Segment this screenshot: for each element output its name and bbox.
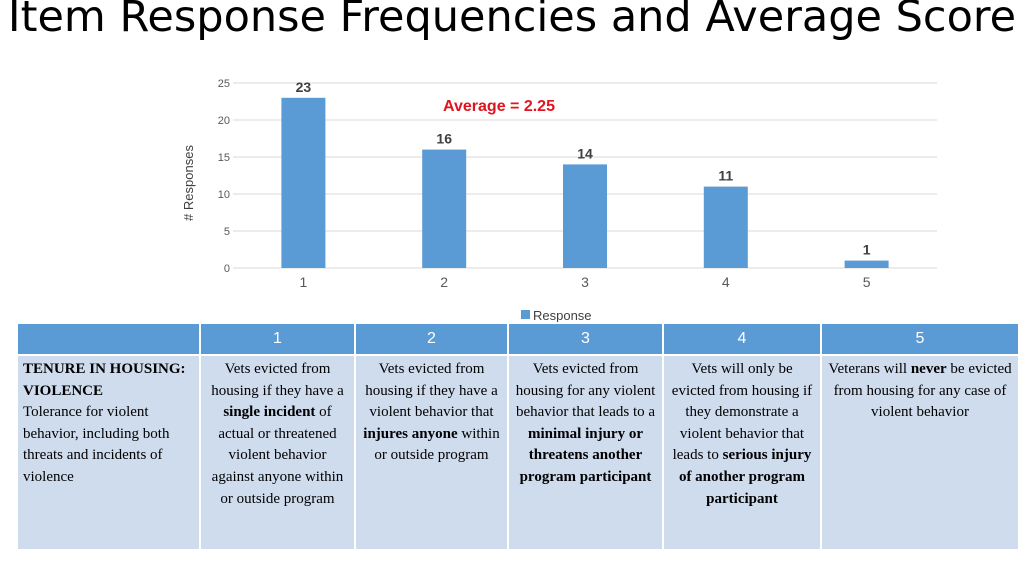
x-axis-ticks: 1 2 3 4 5 [300, 274, 871, 290]
header-cell: 2 [354, 322, 509, 356]
bar [563, 164, 607, 268]
level-description-cell: Vets evicted from housing if they have a… [199, 354, 356, 551]
data-label: 16 [436, 131, 452, 147]
y-tick-label: 5 [224, 226, 230, 238]
y-tick-label: 15 [218, 152, 230, 164]
emphasis-text: TENURE IN HOUSING: VIOLENCE [23, 361, 186, 399]
chart-legend: Response [521, 308, 592, 323]
data-label: 14 [577, 145, 593, 161]
header-cell: 3 [507, 322, 664, 356]
header-cell [16, 322, 201, 356]
data-label: 23 [296, 79, 312, 95]
header-cell: 4 [662, 322, 822, 356]
legend-label: Response [533, 308, 592, 323]
level-description-cell: Veterans will never be evicted from hous… [820, 354, 1020, 551]
x-tick-label: 4 [722, 274, 730, 290]
y-axis-ticks: 0 5 10 15 20 25 [218, 78, 230, 275]
slide-title: Item Response Frequencies and Average Sc… [7, 0, 1017, 42]
data-label: 1 [863, 242, 871, 258]
data-label: 11 [718, 168, 733, 184]
emphasis-text: serious injury of another program partic… [678, 447, 812, 507]
header-cell: 1 [199, 322, 356, 356]
table-row: TENURE IN HOUSING: VIOLENCE Tolerance for… [16, 354, 1020, 551]
y-axis-label: # Responses [181, 145, 196, 221]
bar [281, 97, 326, 268]
bar [844, 260, 889, 268]
x-tick-label: 3 [581, 274, 589, 290]
bar [422, 149, 467, 268]
emphasis-text: never [910, 361, 947, 377]
emphasis-text: single incident [223, 404, 316, 421]
y-tick-label: 10 [218, 189, 230, 201]
x-tick-label: 5 [863, 274, 871, 290]
category-description-cell: TENURE IN HOUSING: VIOLENCE Tolerance for… [16, 354, 201, 551]
x-tick-label: 2 [440, 274, 448, 290]
y-tick-label: 20 [218, 115, 230, 127]
chart-bars [281, 97, 889, 268]
legend-swatch [521, 310, 530, 319]
emphasis-text: minimal injury or threatens another prog… [519, 425, 652, 485]
bar [703, 186, 748, 268]
level-description-cell: Vets evicted from housing for any violen… [507, 354, 664, 551]
emphasis-text: injures anyone [363, 425, 458, 442]
level-description-cell: Vets evicted from housing if they have a… [354, 354, 509, 551]
y-tick-label: 25 [218, 78, 230, 90]
average-annotation: Average = 2.25 [443, 98, 555, 115]
y-tick-label: 0 [224, 263, 230, 275]
level-description-cell: Vets will only be evicted from housing i… [662, 354, 822, 551]
header-cell: 5 [820, 322, 1020, 356]
x-tick-label: 1 [300, 274, 308, 290]
